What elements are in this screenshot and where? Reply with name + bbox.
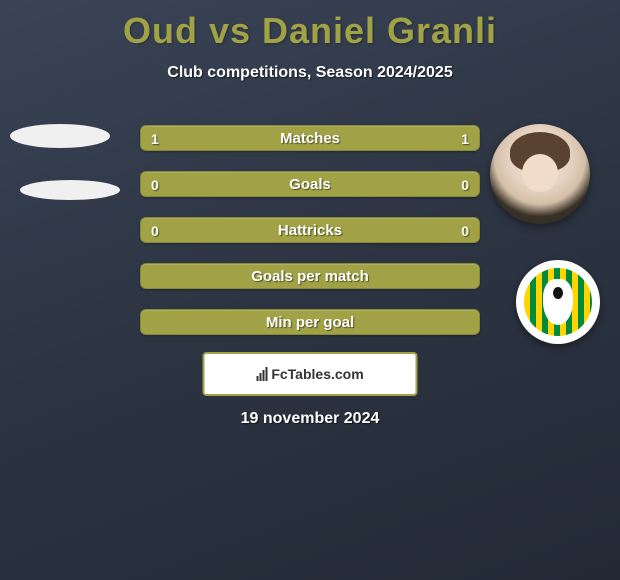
date: 19 november 2024 <box>0 410 620 428</box>
left-player-club-placeholder <box>20 180 120 200</box>
stat-row-goals-per-match: Goals per match <box>140 263 480 289</box>
stat-row-matches: 1 Matches 1 <box>140 125 480 151</box>
brand-logo[interactable]: FcTables.com <box>203 352 418 396</box>
right-player-club-badge <box>516 260 600 344</box>
stat-row-hattricks: 0 Hattricks 0 <box>140 217 480 243</box>
subtitle: Club competitions, Season 2024/2025 <box>0 64 620 82</box>
stats-container: 1 Matches 1 0 Goals 0 0 Hattricks 0 Goal… <box>140 125 480 355</box>
right-player-avatar <box>490 124 590 224</box>
stat-label: Goals per match <box>141 264 479 288</box>
stat-row-goals: 0 Goals 0 <box>140 171 480 197</box>
brand-text: FcTables.com <box>271 366 363 382</box>
left-player-avatar-placeholder <box>10 124 110 148</box>
chart-icon <box>256 367 267 381</box>
stat-right-value: 0 <box>461 172 469 196</box>
stat-right-value: 1 <box>461 126 469 150</box>
stat-label: Matches <box>141 126 479 150</box>
club-badge-stork-icon <box>543 279 573 325</box>
page-title: Oud vs Daniel Granli <box>0 0 620 52</box>
stat-right-value: 0 <box>461 218 469 242</box>
stat-label: Hattricks <box>141 218 479 242</box>
stat-label: Goals <box>141 172 479 196</box>
stat-row-min-per-goal: Min per goal <box>140 309 480 335</box>
stat-label: Min per goal <box>141 310 479 334</box>
club-badge-stripes <box>524 268 592 336</box>
